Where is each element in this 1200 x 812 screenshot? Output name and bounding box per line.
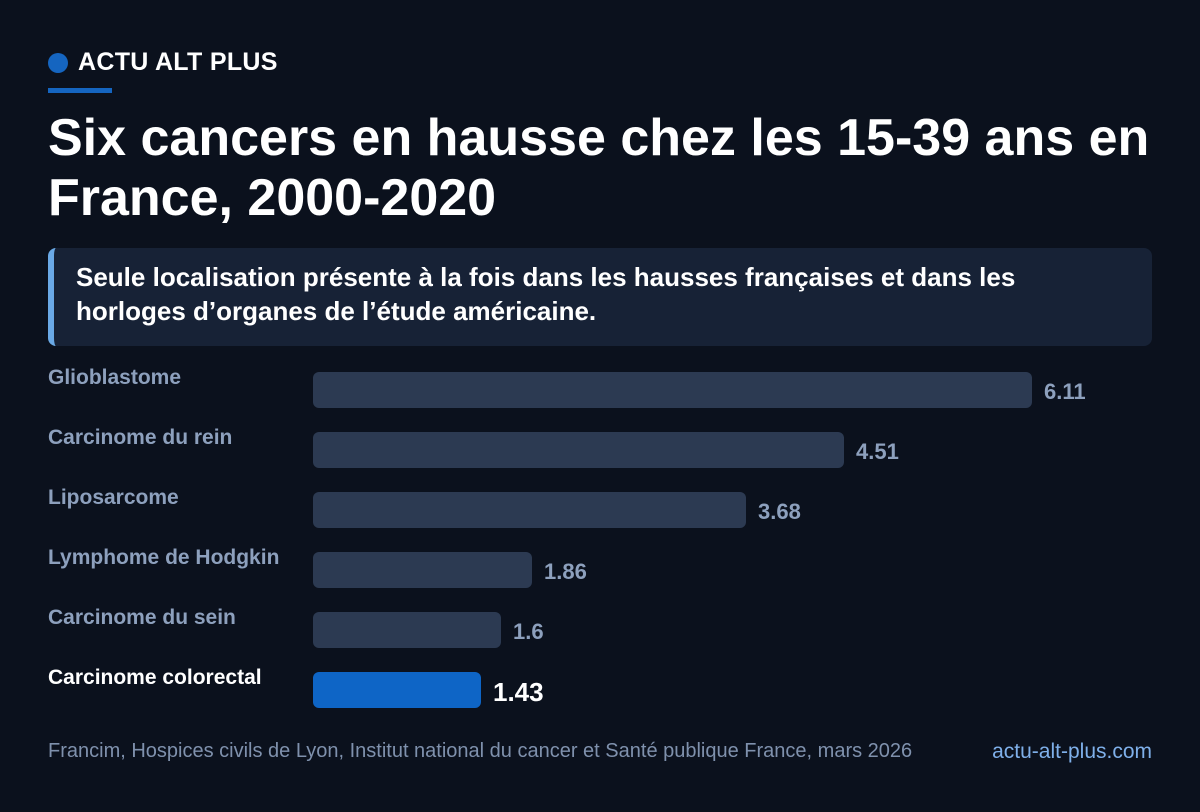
chart-title: Six cancers en hausse chez les 15-39 ans… [48,109,1150,227]
bar [313,432,844,468]
category-label: Carcinome colorectal [48,666,262,689]
source-note: Francim, Hospices civils de Lyon, Instit… [48,740,913,762]
value-label: 4.51 [856,439,899,464]
category-label: Lymphome de Hodgkin [48,546,280,569]
bar-row: Liposarcome 3.68 [0,480,1200,540]
category-label: Liposarcome [48,486,179,509]
bar-highlight [313,672,481,708]
bar-row: Carcinome colorectal 1.43 [0,660,1200,720]
value-label: 6.11 [1044,379,1086,404]
category-label: Glioblastome [48,366,182,389]
value-label: 1.86 [544,559,587,584]
bar [313,492,746,528]
bar-row: Carcinome du sein 1.6 [0,600,1200,660]
value-label: 3.68 [758,499,801,524]
bar [313,612,501,648]
category-label: Carcinome du sein [48,606,236,629]
brand-dot-icon [48,52,68,73]
bar-chart: Glioblastome 6.11 Carcinome du rein 4.51 Lip… [0,360,1200,730]
bar-row: Lymphome de Hodgkin 1.86 [0,540,1200,600]
value-label: 1.6 [513,619,544,644]
bar-row: Carcinome du rein 4.51 [0,420,1200,480]
value-label: 1.43 [493,677,544,707]
brand: ACTU ALT PLUS [48,48,278,77]
bar [313,552,532,588]
bar [313,372,1032,408]
callout-note: Seule localisation présente à la fois da… [48,248,1152,346]
bar-row: Glioblastome 6.11 [0,360,1200,420]
brand-name: ACTU ALT PLUS [78,48,278,76]
site-link[interactable]: actu-alt-plus.com [992,740,1152,763]
brand-underline [48,88,112,93]
category-label: Carcinome du rein [48,426,233,449]
